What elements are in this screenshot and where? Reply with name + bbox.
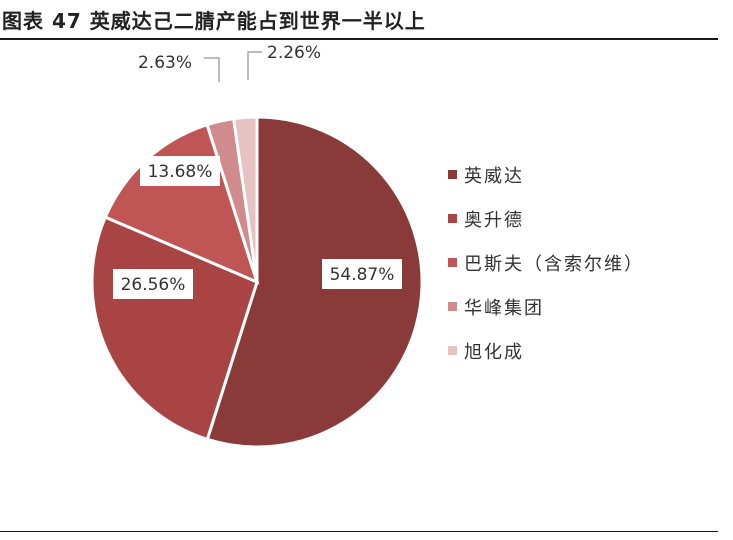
pie-chart: 54.87% 26.56% 13.68% 2.63% 2.26% 英威达奥升德巴斯夫（含… <box>90 43 644 449</box>
data-label-box <box>322 259 402 289</box>
data-label: 2.63% <box>138 53 192 73</box>
legend-swatch <box>448 170 457 179</box>
leader-line <box>204 57 220 82</box>
legend-swatch <box>448 258 457 267</box>
leader-line <box>247 51 262 80</box>
leader-lines <box>204 51 262 82</box>
legend-label: 巴斯夫（含索尔维） <box>464 254 644 275</box>
title-bar: 图表 47 英威达己二腈产能占到世界一半以上 <box>0 0 718 40</box>
data-label-box <box>140 156 220 186</box>
data-label: 26.56% <box>121 275 186 295</box>
page-title: 图表 47 英威达己二腈产能占到世界一半以上 <box>2 9 426 33</box>
data-label: 13.68% <box>148 162 213 182</box>
pie-slice <box>231 115 259 283</box>
legend-swatch <box>448 214 457 223</box>
pie-slice <box>205 115 424 449</box>
data-labels: 54.87% 26.56% 13.68% 2.63% 2.26% <box>113 43 402 299</box>
legend-swatch <box>448 302 457 311</box>
legend-label: 奥升德 <box>464 210 524 231</box>
legend-label: 英威达 <box>464 166 524 187</box>
legend-label: 华峰集团 <box>464 298 544 319</box>
bottom-rule <box>0 531 718 532</box>
data-label: 2.26% <box>267 43 321 63</box>
legend-label: 旭化成 <box>464 342 524 363</box>
data-label: 54.87% <box>330 265 395 285</box>
legend-swatch <box>448 346 457 355</box>
data-label-box <box>113 269 193 299</box>
